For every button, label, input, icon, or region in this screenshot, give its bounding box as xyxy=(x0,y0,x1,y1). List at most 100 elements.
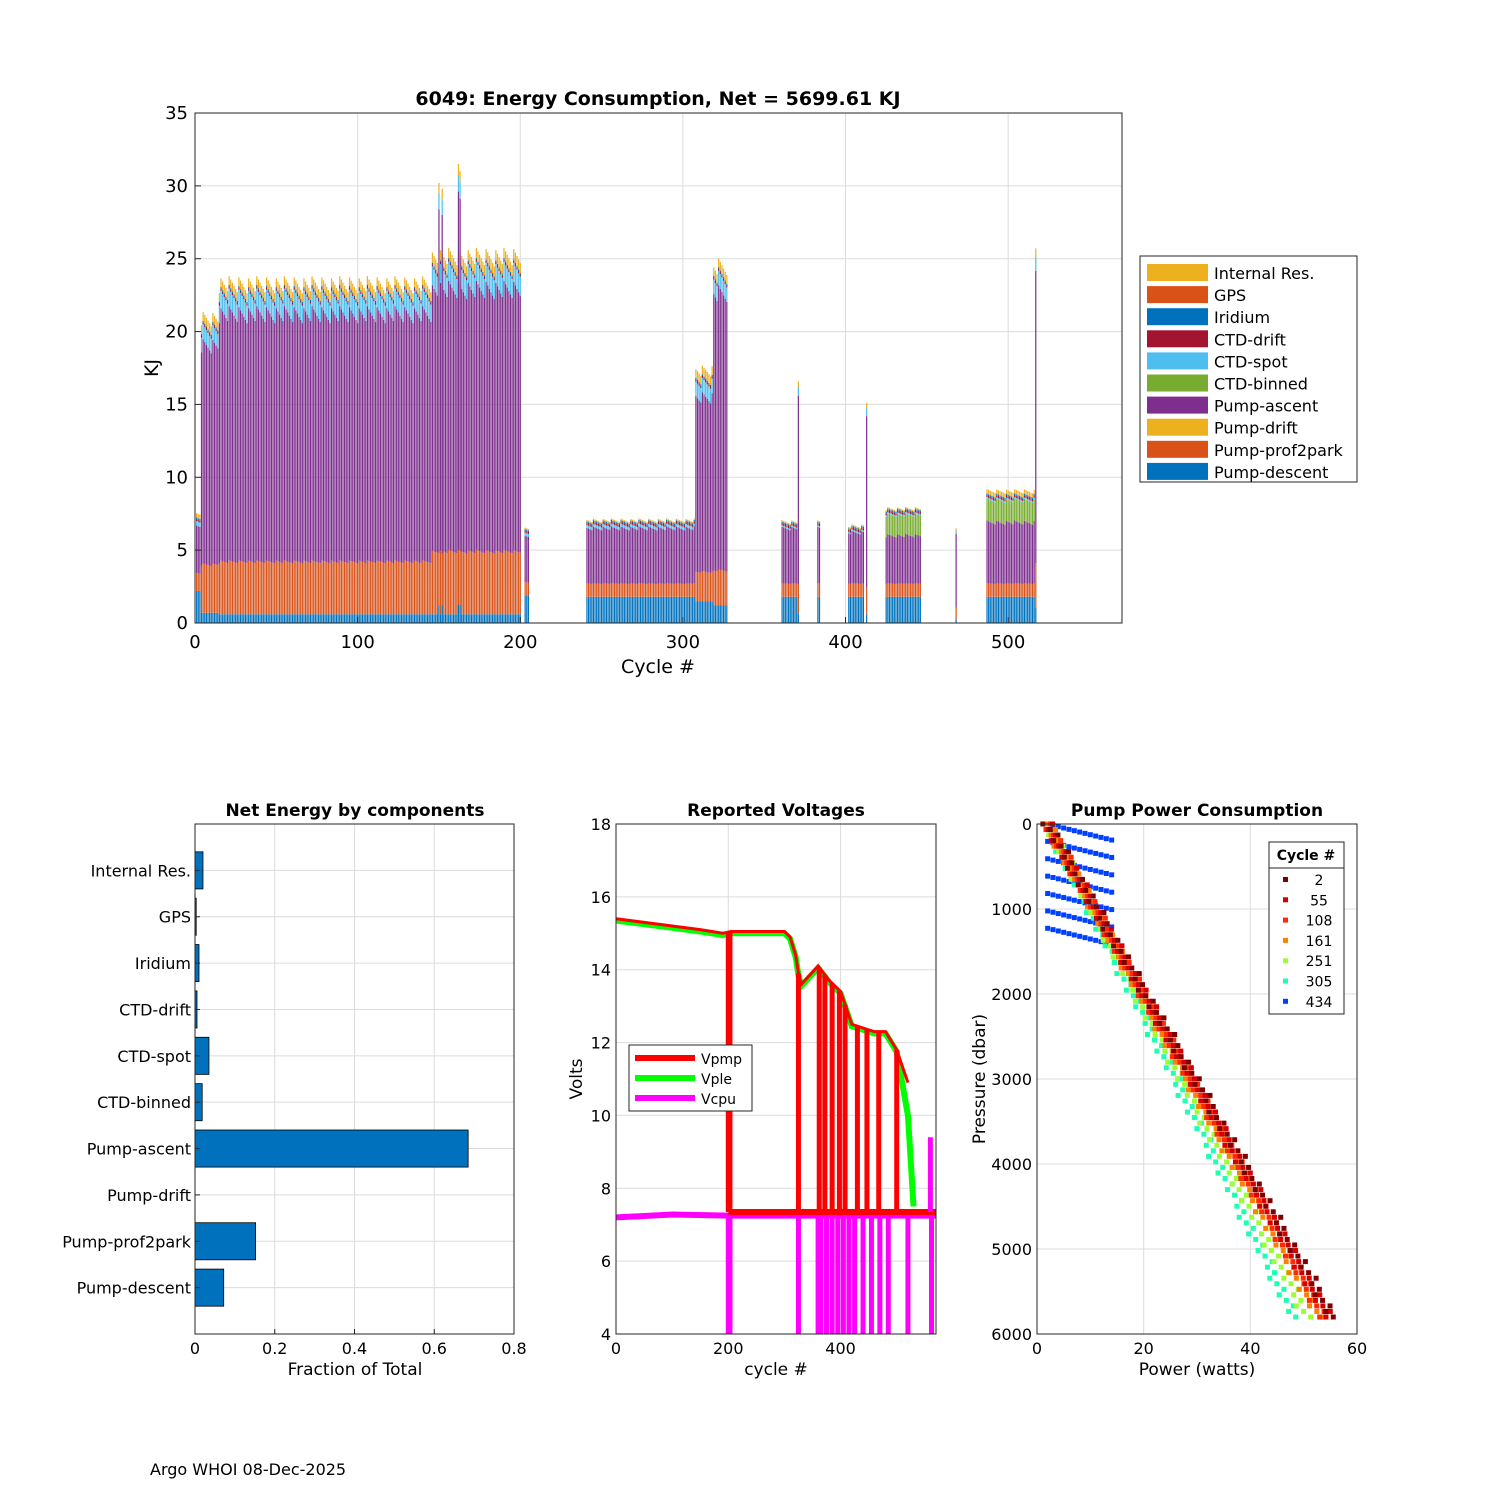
pump-power-point xyxy=(1184,1070,1190,1076)
energy-bar-segment xyxy=(379,293,382,297)
energy-bar-segment xyxy=(391,298,393,301)
energy-bar-segment xyxy=(893,516,895,537)
energy-bar-segment xyxy=(314,614,316,623)
energy-bar-segment xyxy=(1033,521,1035,584)
energy-bar-segment xyxy=(243,562,245,615)
pump-power-point xyxy=(1291,1292,1297,1298)
energy-bar-segment xyxy=(357,303,359,306)
energy-bar-segment xyxy=(415,290,417,292)
energy-bar-segment xyxy=(212,563,214,613)
energy-bar-segment xyxy=(854,530,856,533)
energy-bar-segment xyxy=(459,198,461,551)
energy-bar-segment xyxy=(304,290,307,292)
energy-bar-segment xyxy=(461,614,463,623)
energy-bar-segment xyxy=(705,601,707,623)
energy-bar-segment xyxy=(644,596,647,623)
pump-power-point xyxy=(1237,1153,1243,1159)
pump-power-point xyxy=(1276,1253,1282,1259)
energy-bar-segment xyxy=(893,583,895,597)
energy-bar-segment xyxy=(199,520,201,523)
energy-bar-segment xyxy=(607,596,609,623)
energy-bar-segment xyxy=(506,254,508,266)
energy-bar-segment xyxy=(301,323,303,564)
energy-bar-segment xyxy=(690,524,692,527)
energy-bar-segment xyxy=(991,500,993,523)
pump-power-point xyxy=(1213,1126,1219,1132)
energy-bar-segment xyxy=(298,286,300,296)
energy-bar-segment xyxy=(399,315,401,563)
energy-bar-segment xyxy=(662,596,664,623)
energy-bar-segment xyxy=(272,290,274,299)
energy-legend-swatch xyxy=(1147,352,1208,370)
energy-bar-segment xyxy=(1030,498,1032,501)
energy-bar-segment xyxy=(784,528,786,584)
pump-power-point xyxy=(1092,899,1098,905)
pump-power-point xyxy=(1098,887,1104,893)
energy-bar-segment xyxy=(909,583,912,597)
energy-bar-segment xyxy=(365,303,367,321)
energy-bar-segment xyxy=(700,387,702,403)
energy-bar-segment xyxy=(885,516,887,538)
energy-bar-segment xyxy=(404,289,406,308)
energy-bar-segment xyxy=(609,521,611,524)
energy-bar-segment xyxy=(228,288,230,307)
energy-bar-segment xyxy=(197,519,199,522)
energy-bar-segment xyxy=(1007,498,1009,500)
energy-bar-segment xyxy=(264,300,266,303)
energy-bar-segment xyxy=(431,614,434,623)
energy-bar-segment xyxy=(465,266,468,277)
energy-bar-segment xyxy=(251,297,253,315)
energy-bar-segment xyxy=(722,278,725,281)
energy-bar-segment xyxy=(641,583,643,597)
energy-bar-segment xyxy=(792,521,795,523)
energy-bar-segment xyxy=(612,519,614,521)
energy-bar-segment xyxy=(996,489,998,494)
energy-bar-segment xyxy=(890,535,892,584)
energy-bar-segment xyxy=(413,560,416,615)
pump-power-point xyxy=(1254,1192,1260,1198)
energy-bar-segment xyxy=(791,521,793,524)
energy-bar-segment xyxy=(365,299,367,302)
energy-bar-segment xyxy=(602,520,604,522)
energy-bar-segment xyxy=(643,520,645,523)
energy-bar-segment xyxy=(719,569,721,606)
energy-bar-segment xyxy=(724,298,726,572)
energy-bar-segment xyxy=(374,614,377,623)
energy-bar-segment xyxy=(919,509,921,511)
energy-bar-segment xyxy=(296,614,299,623)
energy-bar-segment xyxy=(672,522,674,525)
energy-bar-segment xyxy=(818,522,821,525)
energy-bar-segment xyxy=(425,312,427,562)
energy-bar-segment xyxy=(913,511,915,514)
energy-bar-segment xyxy=(384,614,386,623)
energy-bar-segment xyxy=(594,596,596,623)
energy-bar-segment xyxy=(363,296,365,299)
energy-bar-segment xyxy=(592,520,595,522)
energy-bar-segment xyxy=(635,583,637,597)
pump-power-point xyxy=(1071,897,1077,903)
energy-bar-segment xyxy=(488,614,490,623)
energy-bar-segment xyxy=(418,562,421,615)
energy-bar-segment xyxy=(316,315,318,563)
energy-bar-segment xyxy=(337,291,339,300)
energy-bar-segment xyxy=(306,294,308,298)
energy-bar-segment xyxy=(287,282,289,292)
energy-bar-segment xyxy=(389,314,391,562)
energy-bar-segment xyxy=(365,301,367,304)
pump-power-point xyxy=(1045,856,1051,862)
energy-bar-segment xyxy=(373,614,375,623)
energy-bar-segment xyxy=(1009,583,1011,597)
energy-bar-segment xyxy=(344,285,346,295)
energy-bar-segment xyxy=(446,263,448,275)
energy-bar-segment xyxy=(422,306,424,561)
energy-bar-segment xyxy=(239,310,242,562)
pump-power-point xyxy=(1168,1059,1174,1065)
pump-power-point xyxy=(1260,1192,1266,1198)
energy-xtick-label: 100 xyxy=(340,632,374,653)
pump-power-point xyxy=(1045,908,1051,914)
energy-bar-segment xyxy=(1001,596,1003,623)
energy-bar-segment xyxy=(651,596,653,623)
pump-power-point xyxy=(1175,1092,1181,1098)
energy-bar-segment xyxy=(384,293,386,302)
energy-bar-segment xyxy=(498,289,500,552)
